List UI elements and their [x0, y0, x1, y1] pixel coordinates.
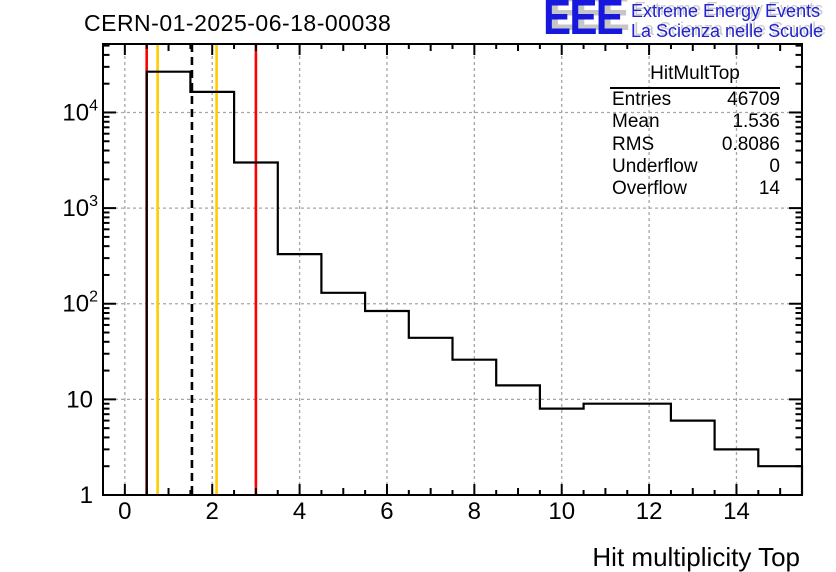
stats-label: Mean — [612, 111, 660, 133]
stats-row-entries: Entries 46709 — [610, 89, 780, 111]
stats-value: 14 — [758, 178, 780, 200]
stats-value: 1.536 — [732, 111, 780, 133]
stats-box-underline — [610, 87, 780, 89]
x-tick-label: 8 — [468, 498, 481, 525]
stats-label: Overflow — [612, 178, 687, 200]
x-tick-label: 4 — [293, 498, 306, 525]
y-tick-label: 1 — [80, 482, 93, 509]
eee-logo-text: Extreme Energy Events La Scienza nelle S… — [631, 1, 823, 41]
y-tick-label: 102 — [62, 289, 98, 318]
stats-label: RMS — [612, 133, 655, 155]
stats-row-rms: RMS 0.8086 — [610, 134, 780, 156]
stats-box: HitMultTop Entries 46709 Mean 1.536 RMS … — [610, 63, 780, 200]
y-tick-label: 104 — [62, 97, 98, 126]
eee-logo-acronym: EEE — [543, 0, 624, 45]
histogram-line — [145, 70, 804, 495]
stats-row-overflow: Overflow 14 — [610, 178, 780, 200]
stats-row-mean: Mean 1.536 — [610, 111, 780, 133]
x-tick-label: 6 — [380, 498, 393, 525]
plot-title: CERN-01-2025-06-18-00038 — [84, 10, 392, 36]
eee-logo-line1: Extreme Energy Events — [631, 1, 821, 21]
stats-value: 0 — [769, 155, 780, 177]
x-tick-label: 10 — [548, 498, 575, 525]
x-tick-label: 2 — [206, 498, 219, 525]
x-tick-label: 14 — [723, 498, 750, 525]
stats-label: Underflow — [612, 155, 698, 177]
stats-value: 46709 — [727, 89, 780, 110]
stats-label: Entries — [612, 89, 672, 110]
stats-box-title: HitMultTop — [650, 63, 740, 84]
y-tick-label: 103 — [62, 193, 98, 222]
x-tick-label: 12 — [636, 498, 663, 525]
y-tick-label: 10 — [66, 386, 93, 413]
stats-row-underflow: Underflow 0 — [610, 156, 780, 178]
x-axis-title: Hit multiplicity Top — [592, 542, 800, 572]
stats-value: 0.8086 — [721, 133, 780, 155]
eee-logo-line2: La Scienza nelle Scuole — [631, 21, 824, 41]
x-tick-label: 0 — [118, 498, 131, 525]
